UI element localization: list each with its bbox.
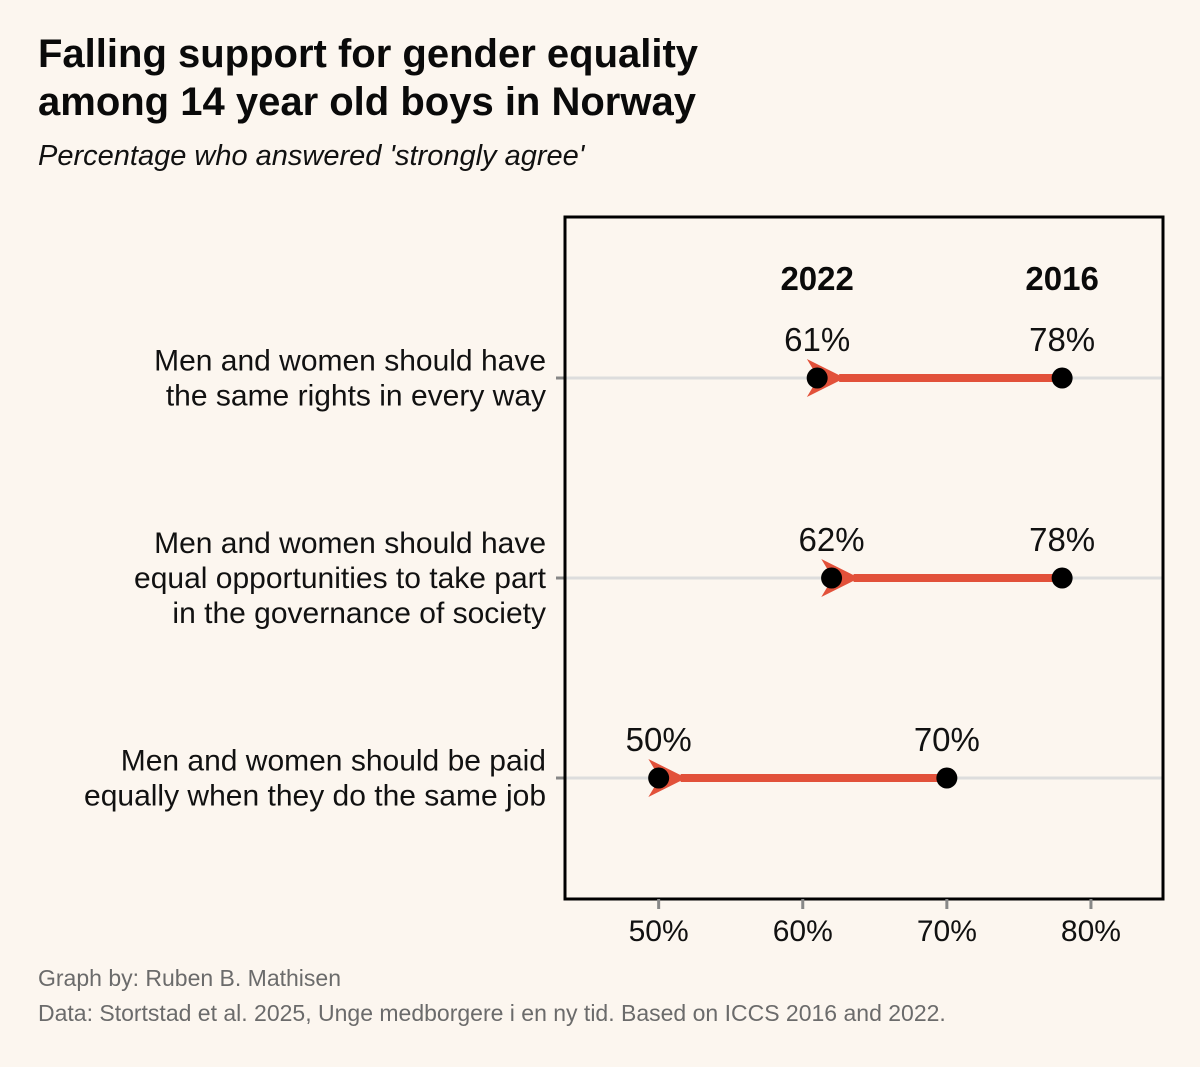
caption-author: Graph by: Ruben B. Mathisen xyxy=(38,965,341,991)
plot-frame xyxy=(563,215,1165,901)
category-label: the same rights in every way xyxy=(166,380,546,413)
value-label-2016: 78% xyxy=(1029,521,1095,558)
point-2022 xyxy=(821,567,843,589)
value-label-2016: 78% xyxy=(1029,321,1095,358)
x-tick-label: 60% xyxy=(773,915,833,948)
series-header-2016: 2016 xyxy=(1025,260,1098,297)
category-label: equal opportunities to take part xyxy=(134,562,547,595)
x-tick-label: 80% xyxy=(1061,915,1121,948)
x-tick-label: 50% xyxy=(629,915,689,948)
category-label: in the governance of society xyxy=(172,597,546,630)
category-label: equally when they do the same job xyxy=(84,780,546,813)
caption-source: Data: Stortstad et al. 2025, Unge medbor… xyxy=(38,1000,946,1026)
chart-title-line1: Falling support for gender equality xyxy=(38,32,699,76)
chart-subtitle: Percentage who answered 'strongly agree' xyxy=(38,140,585,172)
point-2022 xyxy=(806,367,828,389)
value-label-2016: 70% xyxy=(914,721,980,758)
point-2016 xyxy=(1051,367,1073,389)
category-label: Men and women should have xyxy=(154,527,546,560)
category-label: Men and women should have xyxy=(154,345,546,378)
point-2016 xyxy=(936,767,958,789)
point-2022 xyxy=(648,767,670,789)
point-2016 xyxy=(1051,567,1073,589)
value-label-2022: 61% xyxy=(784,321,850,358)
chart-title-line2: among 14 year old boys in Norway xyxy=(38,80,696,124)
category-label: Men and women should be paid xyxy=(121,745,546,778)
value-label-2022: 50% xyxy=(626,721,692,758)
series-header-2022: 2022 xyxy=(780,260,853,297)
x-tick-label: 70% xyxy=(917,915,977,948)
value-label-2022: 62% xyxy=(799,521,865,558)
chart-title: Falling support for gender equality amon… xyxy=(38,30,1138,126)
